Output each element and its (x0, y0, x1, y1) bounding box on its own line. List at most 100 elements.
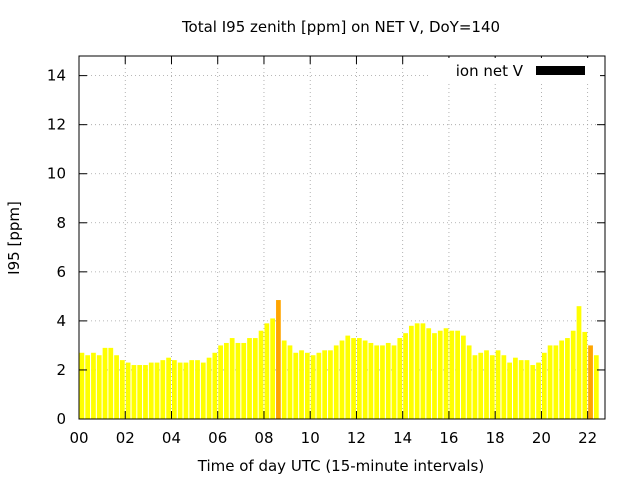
x-tick-label: 12 (347, 429, 366, 447)
y-tick-label: 14 (47, 67, 66, 85)
bar (345, 335, 351, 419)
bar (501, 355, 507, 419)
x-tick-label: 22 (578, 429, 597, 447)
bar (570, 330, 576, 419)
bar (200, 362, 206, 419)
bar (565, 338, 570, 419)
bar (478, 352, 484, 419)
x-tick-label: 16 (439, 429, 458, 447)
bar (160, 360, 166, 419)
bar (466, 345, 472, 419)
bar (484, 350, 489, 419)
bar (270, 318, 276, 419)
bar (362, 340, 368, 419)
bar (593, 355, 599, 419)
bar (547, 345, 553, 419)
x-tick-label: 10 (301, 429, 320, 447)
bar (513, 357, 518, 419)
y-tick-label: 6 (56, 263, 66, 281)
bar (195, 360, 200, 419)
bar (403, 333, 408, 419)
bar (235, 342, 241, 419)
bar (339, 340, 345, 419)
bar (420, 323, 426, 419)
y-tick-label: 12 (47, 116, 66, 134)
bar (137, 365, 143, 419)
bar (374, 345, 380, 419)
bar (229, 338, 235, 419)
bar (530, 365, 536, 419)
bar (131, 365, 137, 419)
bar (206, 357, 212, 419)
x-tick-label: 02 (116, 429, 135, 447)
bar (293, 352, 299, 419)
bar (455, 330, 460, 419)
bar (553, 345, 559, 419)
bar (518, 360, 524, 419)
y-tick-label: 4 (56, 312, 66, 330)
bar (432, 333, 437, 419)
bar (183, 362, 189, 419)
y-tick-label: 0 (56, 410, 66, 428)
bar (380, 345, 385, 419)
bar (576, 306, 582, 419)
bar (247, 338, 252, 419)
bar (489, 355, 495, 419)
bar (218, 345, 223, 419)
y-tick-label: 8 (56, 214, 66, 232)
bar (276, 300, 281, 419)
bar (368, 342, 374, 419)
bars (79, 300, 599, 419)
bar (385, 342, 391, 419)
bar (79, 352, 85, 419)
bar (299, 350, 304, 419)
legend-swatch (536, 66, 585, 75)
bar (258, 330, 264, 419)
bar (96, 355, 102, 419)
bar (472, 355, 478, 419)
legend: ion net V (430, 58, 600, 82)
bar (507, 362, 512, 419)
bar (356, 338, 362, 419)
bar (91, 352, 96, 419)
bar (85, 355, 91, 419)
bar (189, 360, 195, 419)
bar (536, 362, 541, 419)
bar (241, 342, 247, 419)
bar (264, 323, 270, 419)
bar (391, 345, 397, 419)
bar (408, 325, 414, 419)
bar (252, 338, 258, 419)
x-tick-label: 14 (393, 429, 412, 447)
x-tick-label: 06 (208, 429, 227, 447)
bar (541, 352, 547, 419)
bar (166, 357, 171, 419)
bar (287, 345, 293, 419)
bar (351, 338, 356, 419)
x-axis-label: Time of day UTC (15-minute intervals) (197, 457, 484, 475)
bar (102, 347, 108, 419)
bar (426, 328, 432, 419)
bar (461, 335, 466, 419)
bar (177, 362, 183, 419)
y-tick-label: 10 (47, 165, 66, 183)
bar (114, 355, 119, 419)
grid (79, 56, 605, 419)
x-tick-label: 04 (162, 429, 181, 447)
bar (310, 355, 316, 419)
plot-frame (78, 55, 606, 420)
bar (322, 350, 328, 419)
bar (495, 350, 501, 419)
x-tick-label: 18 (486, 429, 505, 447)
x-tick-label: 08 (254, 429, 273, 447)
bar (119, 360, 125, 419)
bar (224, 342, 229, 419)
bar (172, 360, 177, 419)
bar (316, 352, 322, 419)
bar (437, 330, 443, 419)
bar (304, 352, 310, 419)
bar (154, 362, 160, 419)
y-tick-label: 2 (56, 361, 66, 379)
